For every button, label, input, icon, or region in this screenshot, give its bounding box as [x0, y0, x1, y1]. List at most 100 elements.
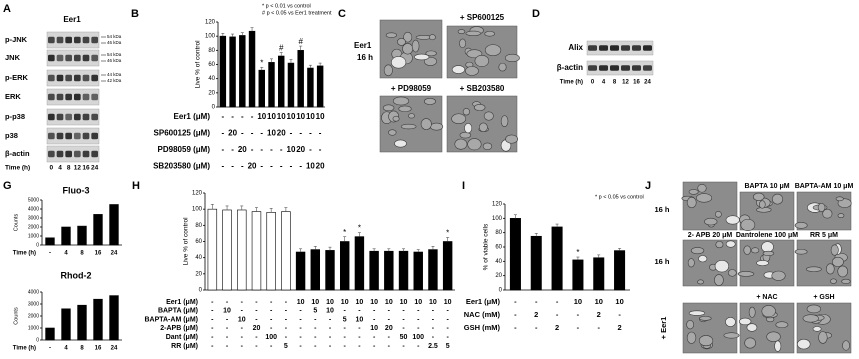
time-value: 4 — [58, 165, 62, 172]
side-label: + Eer1 — [659, 317, 668, 340]
table-cell: 100 — [265, 334, 277, 341]
significance-mark: # — [279, 44, 284, 53]
row-label: SB203580 (μM) — [153, 162, 210, 171]
table-cell: - — [241, 112, 244, 121]
image-label: + NAC — [756, 294, 777, 301]
cell — [752, 192, 765, 201]
y-tick-label: 80 — [208, 48, 215, 54]
table-cell: 10 — [267, 129, 276, 138]
table-cell: - — [329, 334, 332, 341]
panel-letter: G — [3, 180, 12, 192]
table-cell: - — [344, 308, 347, 315]
table-cell: 10 — [414, 299, 422, 306]
chart-title: Rhod-2 — [61, 270, 92, 280]
table-cell: - — [241, 162, 244, 171]
time-value: 12 — [74, 165, 82, 172]
row-label: Eer1 (μM) — [466, 297, 501, 306]
blot-band — [65, 113, 72, 121]
time-value: 24 — [644, 80, 651, 86]
blot-band — [56, 113, 64, 121]
blot-band — [56, 54, 64, 62]
row-label: Eer1 (μM) — [166, 299, 198, 306]
table-cell: 20 — [238, 145, 247, 154]
row-label: 16 h — [654, 257, 669, 266]
blot-row-label: p-JNK — [5, 35, 28, 44]
y-axis-label: Live % of control — [195, 40, 202, 89]
micrograph — [796, 302, 852, 354]
cell — [482, 142, 493, 151]
blot-band — [91, 54, 98, 62]
cell — [774, 340, 782, 352]
blot-row-label: β-actin — [557, 63, 583, 72]
cell — [797, 338, 811, 350]
table-cell: 20 — [316, 162, 325, 171]
table-cell: - — [344, 334, 347, 341]
table-cell: - — [577, 323, 580, 332]
cell — [690, 247, 705, 255]
table-cell: 5 — [446, 343, 450, 350]
table-cell: 2 — [597, 310, 601, 319]
image-label: BAPTA-AM 10 μM — [795, 183, 854, 190]
cell — [740, 218, 756, 232]
bar — [316, 65, 324, 108]
panel-letter: A — [3, 3, 11, 15]
cell — [831, 256, 844, 267]
image-label: + SP600125 — [460, 13, 505, 22]
note: # p < 0.05 vs Eer1 treatment — [262, 10, 332, 16]
significance-mark: * — [260, 58, 263, 67]
blot-row-label: Alix — [568, 43, 583, 52]
y-tick-label: 80 — [495, 230, 502, 236]
panel-letter: J — [645, 180, 651, 192]
table-cell: - — [299, 308, 302, 315]
image-label: BAPTA 10 μM — [744, 183, 789, 190]
table-cell: 10 — [277, 112, 286, 121]
blot — [586, 60, 654, 76]
cell — [500, 115, 509, 128]
cell — [837, 213, 845, 219]
cell — [775, 321, 789, 329]
blot-band — [610, 45, 619, 51]
size-marker: 54 kDa — [107, 52, 122, 57]
cell — [451, 65, 466, 74]
table-cell: - — [344, 343, 347, 350]
bar — [593, 257, 605, 291]
bar — [614, 250, 626, 291]
blot-band — [74, 132, 81, 140]
image-label: + GSH — [813, 294, 834, 301]
cell — [771, 193, 784, 205]
x-tick-label: - — [49, 346, 51, 352]
table-cell: - — [255, 334, 258, 341]
y-tick-label: 3000 — [28, 215, 39, 221]
bar — [251, 211, 262, 291]
table-cell: - — [373, 316, 376, 323]
cell — [725, 240, 736, 248]
table-cell: - — [299, 325, 302, 332]
cell — [714, 211, 722, 218]
table-cell: - — [535, 323, 538, 332]
bar — [278, 55, 285, 108]
y-tick-label: 0 — [199, 288, 203, 294]
cell — [806, 304, 821, 314]
table-cell: 10 — [311, 299, 319, 306]
table-cell: - — [270, 343, 273, 350]
cell — [504, 53, 520, 63]
blot-band — [643, 45, 652, 51]
blot-band — [56, 132, 64, 140]
blot-band — [643, 65, 652, 71]
x-tick-label: - — [49, 251, 51, 257]
image-label: RR 5 μM — [810, 232, 838, 239]
cell — [737, 271, 755, 277]
cell — [812, 326, 822, 332]
table-cell: 2 — [617, 323, 621, 332]
table-cell: - — [222, 145, 225, 154]
bar — [258, 69, 265, 108]
table-cell: - — [358, 308, 361, 315]
table-cell: - — [222, 129, 225, 138]
table-cell: 10 — [316, 112, 325, 121]
cell — [748, 306, 756, 318]
cell — [420, 118, 432, 130]
table-cell: - — [402, 316, 405, 323]
table-cell: - — [211, 334, 214, 341]
y-tick-label: 2000 — [28, 313, 39, 319]
x-tick-label: 24 — [111, 346, 118, 352]
